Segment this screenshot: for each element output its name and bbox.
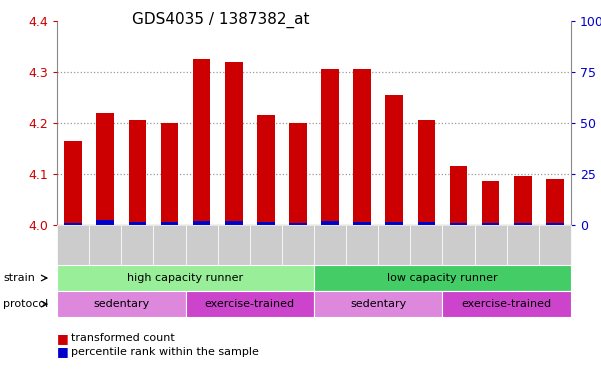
Bar xyxy=(450,166,468,225)
Text: sedentary: sedentary xyxy=(350,299,406,309)
Bar xyxy=(129,120,146,225)
Text: transformed count: transformed count xyxy=(71,333,175,343)
Bar xyxy=(225,62,243,225)
Bar xyxy=(322,221,339,225)
Bar xyxy=(385,95,403,225)
Bar xyxy=(353,70,371,225)
Text: exercise-trained: exercise-trained xyxy=(462,299,552,309)
Bar xyxy=(514,176,532,225)
Bar xyxy=(64,223,82,225)
Text: ■: ■ xyxy=(57,332,69,345)
Bar xyxy=(482,223,499,225)
Bar xyxy=(450,223,468,225)
Bar xyxy=(353,222,371,225)
Text: protocol: protocol xyxy=(3,299,48,309)
Bar xyxy=(257,115,275,225)
Text: low capacity runner: low capacity runner xyxy=(387,273,498,283)
Bar xyxy=(322,70,339,225)
Bar xyxy=(193,221,210,225)
Bar xyxy=(225,221,243,225)
Text: sedentary: sedentary xyxy=(93,299,150,309)
Text: GDS4035 / 1387382_at: GDS4035 / 1387382_at xyxy=(132,12,310,28)
Bar xyxy=(418,120,435,225)
Text: exercise-trained: exercise-trained xyxy=(205,299,295,309)
Text: percentile rank within the sample: percentile rank within the sample xyxy=(71,347,259,357)
Bar xyxy=(257,222,275,225)
Bar xyxy=(129,222,146,225)
Bar xyxy=(193,59,210,225)
Bar xyxy=(160,123,178,225)
Bar xyxy=(482,181,499,225)
Bar xyxy=(546,223,564,225)
Bar xyxy=(96,113,114,225)
Bar xyxy=(64,141,82,225)
Text: ■: ■ xyxy=(57,345,69,358)
Bar xyxy=(385,222,403,225)
Text: high capacity runner: high capacity runner xyxy=(127,273,243,283)
Bar xyxy=(418,222,435,225)
Bar xyxy=(514,223,532,225)
Text: strain: strain xyxy=(3,273,35,283)
Bar xyxy=(96,220,114,225)
Bar xyxy=(160,222,178,225)
Bar xyxy=(289,223,307,225)
Bar xyxy=(289,123,307,225)
Bar xyxy=(546,179,564,225)
